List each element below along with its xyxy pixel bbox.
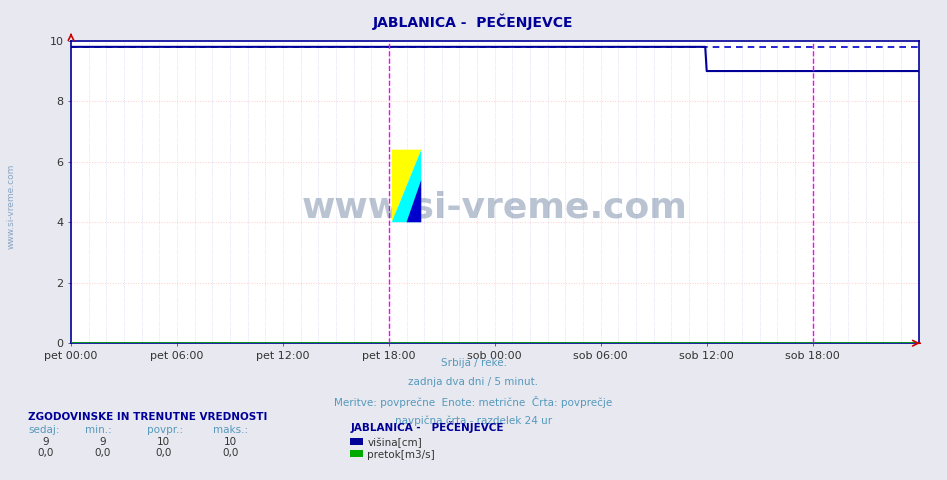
Text: 0,0: 0,0 <box>222 448 239 458</box>
Text: navpična črta - razdelek 24 ur: navpična črta - razdelek 24 ur <box>395 415 552 426</box>
Text: 0,0: 0,0 <box>37 448 54 458</box>
Text: Meritve: povprečne  Enote: metrične  Črta: povprečje: Meritve: povprečne Enote: metrične Črta:… <box>334 396 613 408</box>
Text: povpr.:: povpr.: <box>147 425 183 435</box>
Text: pretok[m3/s]: pretok[m3/s] <box>367 450 436 459</box>
Text: 0,0: 0,0 <box>155 448 172 458</box>
Polygon shape <box>406 180 421 222</box>
Polygon shape <box>392 150 421 222</box>
Text: JABLANICA -  PEČENJEVCE: JABLANICA - PEČENJEVCE <box>373 13 574 30</box>
Text: 0,0: 0,0 <box>94 448 111 458</box>
Text: www.si-vreme.com: www.si-vreme.com <box>7 164 16 249</box>
Text: maks.:: maks.: <box>213 425 248 435</box>
Text: Srbija / reke.: Srbija / reke. <box>440 358 507 368</box>
Text: ZGODOVINSKE IN TRENUTNE VREDNOSTI: ZGODOVINSKE IN TRENUTNE VREDNOSTI <box>28 412 268 422</box>
Text: 10: 10 <box>223 437 237 447</box>
Text: sedaj:: sedaj: <box>28 425 60 435</box>
Text: 10: 10 <box>157 437 170 447</box>
Text: zadnja dva dni / 5 minut.: zadnja dva dni / 5 minut. <box>408 377 539 387</box>
Text: 9: 9 <box>99 437 105 447</box>
Text: JABLANICA -   PEČENJEVCE: JABLANICA - PEČENJEVCE <box>350 421 504 433</box>
Text: 9: 9 <box>43 437 48 447</box>
Text: višina[cm]: višina[cm] <box>367 437 422 448</box>
Text: www.si-vreme.com: www.si-vreme.com <box>302 190 688 224</box>
Polygon shape <box>392 150 421 222</box>
Text: min.:: min.: <box>85 425 112 435</box>
